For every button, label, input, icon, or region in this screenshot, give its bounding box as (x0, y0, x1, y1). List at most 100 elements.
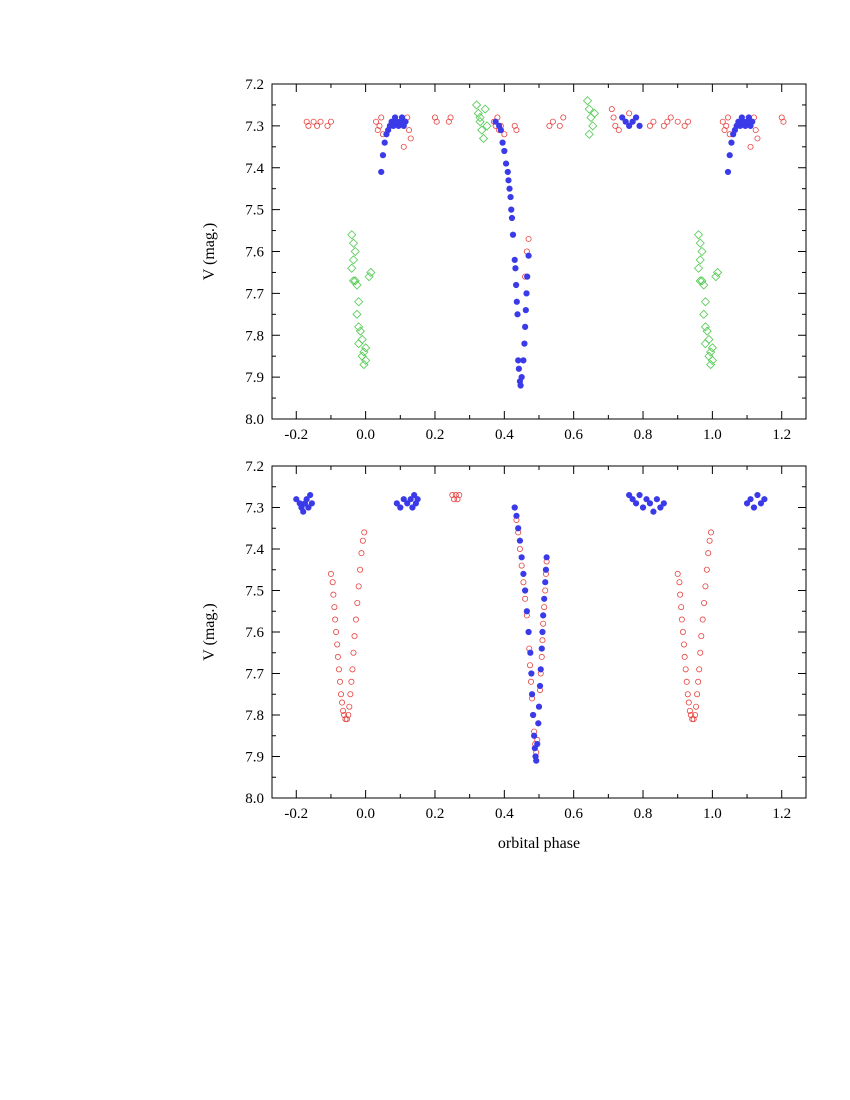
data-point (724, 168, 732, 176)
data-point (516, 546, 523, 553)
data-point (626, 122, 633, 129)
y-tick-label: 7.5 (245, 584, 264, 600)
data-point (660, 122, 667, 129)
data-point (357, 334, 367, 345)
data-point (454, 496, 461, 503)
data-point (352, 309, 362, 319)
data-point (502, 160, 510, 167)
data-point (475, 112, 485, 123)
data-point (411, 491, 418, 499)
data-point (653, 496, 660, 503)
data-point (696, 666, 703, 673)
data-point (700, 322, 711, 332)
data-point (335, 666, 342, 673)
data-point (533, 757, 540, 764)
data-point (473, 108, 483, 118)
data-point (639, 504, 647, 511)
data-point (512, 265, 519, 272)
data-point (522, 595, 529, 602)
data-point (754, 491, 761, 499)
data-point (345, 712, 352, 719)
data-point (524, 273, 531, 280)
data-point (536, 682, 544, 690)
data-point (314, 122, 321, 129)
data-point (700, 297, 711, 307)
data-point (349, 666, 356, 673)
x-tick-label: 1.2 (772, 427, 791, 443)
y-tick-label: 7.9 (245, 750, 264, 766)
data-point (361, 355, 371, 365)
data-point (357, 351, 367, 361)
data-point (515, 365, 522, 372)
y-tick-label: 7.6 (245, 625, 264, 641)
data-point (535, 720, 542, 727)
data-point (560, 114, 567, 121)
data-point (687, 712, 694, 719)
data-point (308, 500, 315, 507)
data-point (541, 595, 548, 602)
data-point (508, 206, 515, 213)
data-point (358, 550, 365, 557)
data-point (542, 579, 549, 586)
x-tick-label: 0.2 (426, 427, 445, 443)
data-point (680, 641, 687, 648)
y-tick-label: 8.0 (245, 791, 264, 807)
data-point (629, 496, 636, 503)
data-point (723, 122, 730, 129)
data-point (355, 326, 365, 336)
data-point (780, 118, 787, 125)
x-tick-label: -0.2 (284, 806, 308, 822)
data-point (608, 106, 615, 113)
data-point (677, 591, 684, 598)
data-point (350, 246, 360, 257)
data-point (528, 678, 535, 685)
data-point (513, 298, 520, 305)
data-point (699, 309, 709, 319)
y-tick-label: 7.7 (245, 667, 264, 683)
data-point (543, 554, 550, 561)
data-point (336, 678, 343, 685)
data-point (400, 496, 407, 503)
data-point (752, 127, 759, 134)
data-point (520, 357, 527, 364)
data-point (538, 645, 545, 652)
data-point (664, 118, 671, 125)
data-point (378, 114, 385, 121)
data-point (449, 492, 456, 499)
data-point (522, 323, 529, 330)
data-point (509, 231, 517, 238)
data-point (480, 104, 490, 114)
data-point (632, 500, 640, 507)
data-point (636, 122, 643, 129)
data-point (521, 340, 528, 347)
data-point (525, 628, 532, 636)
x-tick-label: 1.2 (772, 806, 791, 822)
data-point (626, 110, 633, 117)
data-point (694, 691, 701, 698)
data-point (684, 691, 691, 698)
data-point (681, 122, 688, 129)
data-point (538, 653, 545, 660)
data-point (456, 492, 463, 499)
data-point (376, 122, 383, 129)
y-tick-label: 7.6 (245, 245, 264, 261)
data-point (351, 633, 358, 640)
data-point (711, 272, 721, 282)
x-tick-label: 0.4 (495, 427, 514, 443)
data-point (754, 135, 761, 142)
data-point (501, 131, 508, 138)
data-point (537, 666, 544, 673)
data-point (334, 653, 341, 660)
y-tick-label: 7.4 (245, 542, 264, 558)
data-point (332, 616, 339, 623)
data-point (354, 322, 364, 332)
x-tick-label: 0.0 (356, 806, 375, 822)
data-point (414, 496, 421, 503)
data-point (700, 339, 711, 349)
data-point (518, 374, 525, 381)
data-point (685, 699, 692, 706)
data-point (347, 230, 357, 240)
data-point (707, 355, 717, 365)
data-point (692, 712, 699, 719)
